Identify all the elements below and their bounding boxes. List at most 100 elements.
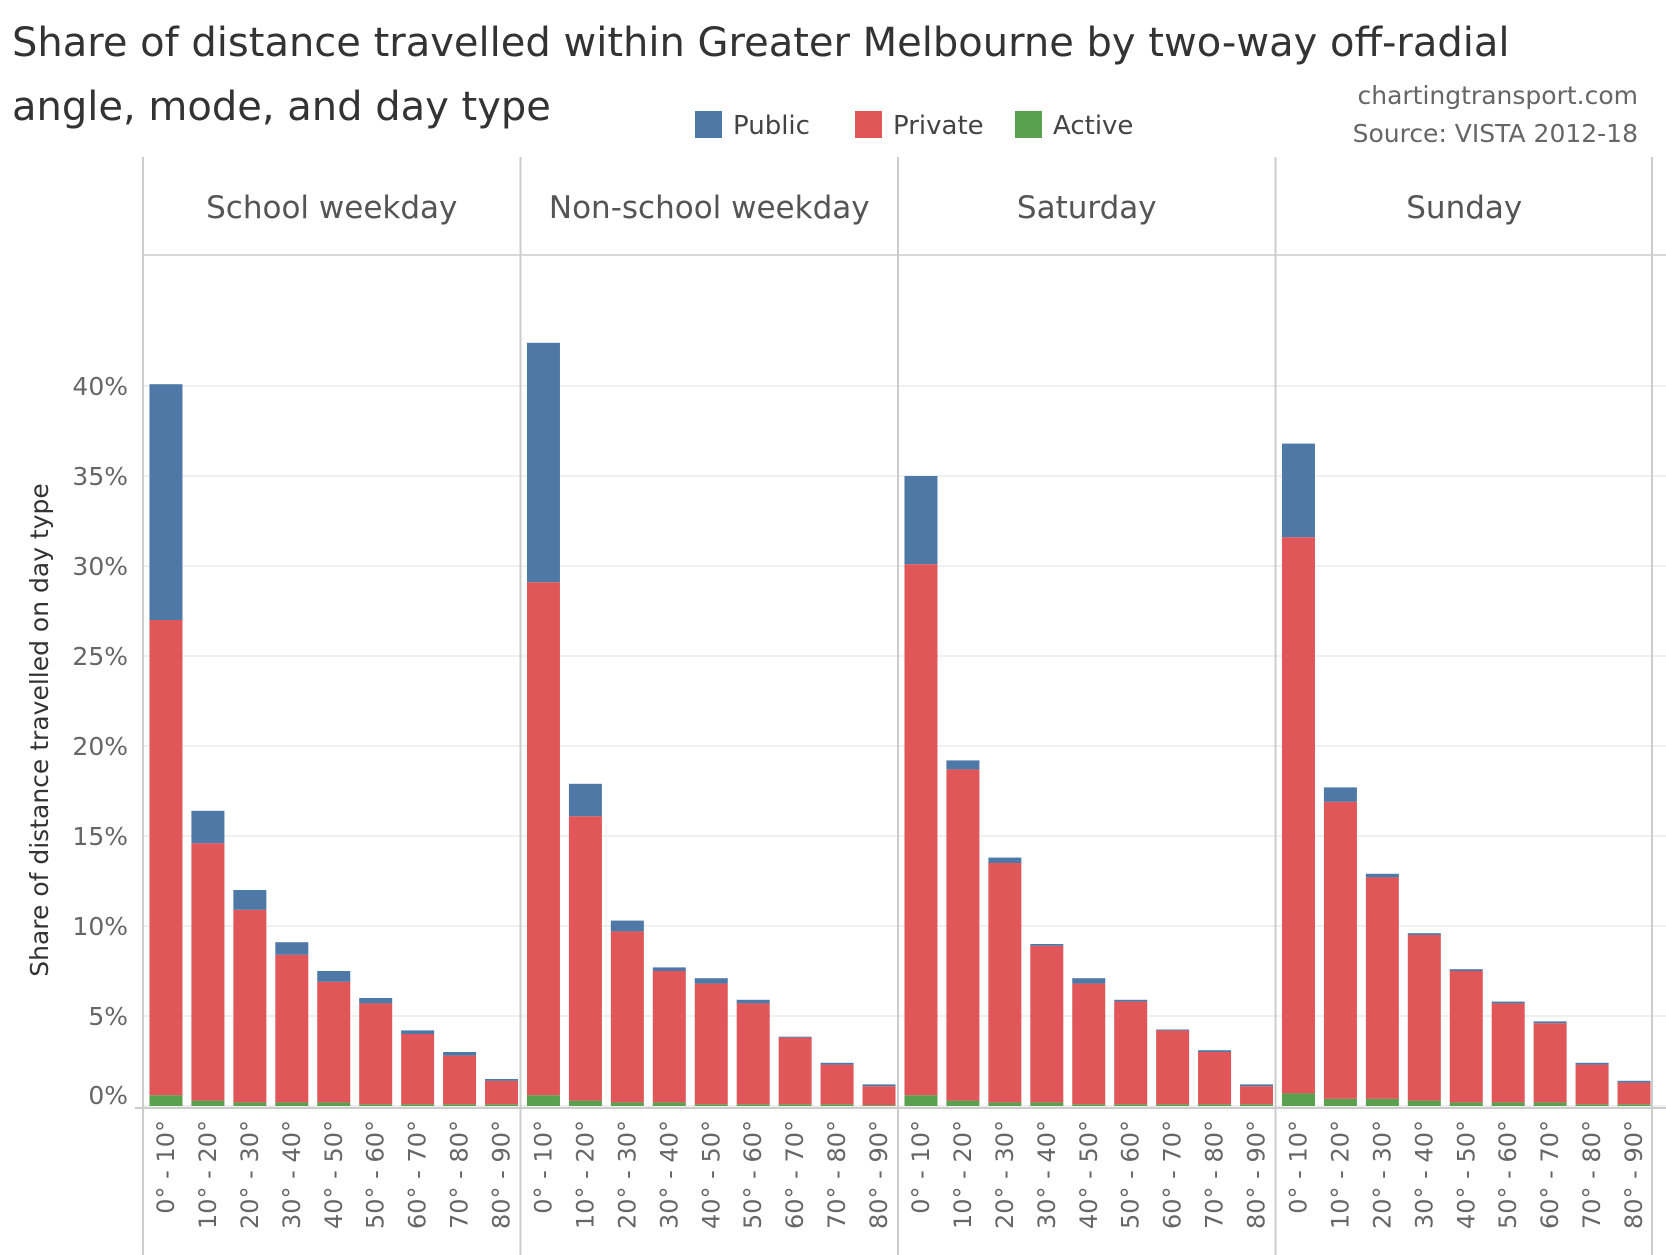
x-tick-label: 60° - 70° — [1159, 1120, 1187, 1229]
y-tick-label: 30% — [72, 552, 128, 581]
legend-swatch-active — [1015, 111, 1042, 138]
credit: chartingtransport.com — [1357, 81, 1638, 110]
bar-public — [1114, 999, 1148, 1002]
legend: Public Private Active — [695, 111, 1133, 141]
bar-private — [1575, 1064, 1609, 1105]
bar-private — [1240, 1086, 1274, 1105]
bar-active — [359, 1104, 393, 1106]
bar-public — [149, 384, 183, 620]
bar-public — [694, 978, 728, 984]
bar-private — [1449, 971, 1483, 1103]
x-tick-label: 80° - 90° — [1620, 1120, 1648, 1229]
bar-public — [862, 1084, 896, 1087]
bar-public — [1240, 1084, 1274, 1087]
bar-active — [1323, 1098, 1357, 1106]
bar-public — [1072, 978, 1106, 984]
bar-active — [149, 1095, 183, 1106]
bar-public — [820, 1062, 854, 1065]
bar-public — [485, 1079, 519, 1081]
source: Source: VISTA 2012-18 — [1353, 119, 1638, 148]
bar-private — [149, 620, 183, 1096]
bar-private — [1030, 945, 1064, 1103]
y-tick-label: 0% — [88, 1081, 128, 1110]
bar-active — [1533, 1102, 1567, 1106]
bar-active — [443, 1104, 477, 1106]
x-tick-label: 60° - 70° — [1536, 1120, 1564, 1229]
bar-private — [1198, 1052, 1232, 1105]
bar-private — [233, 909, 267, 1103]
bar-private — [862, 1086, 896, 1106]
x-tick-label: 80° - 90° — [1243, 1120, 1271, 1229]
bar-private — [736, 1003, 770, 1105]
bar-public — [526, 342, 560, 583]
x-tick-label: 0° - 10° — [529, 1120, 557, 1214]
bar-public — [568, 783, 602, 817]
bar-private — [1323, 801, 1357, 1099]
bar-private — [778, 1037, 812, 1105]
bar-public — [610, 920, 644, 932]
x-tick-label: 0° - 10° — [907, 1120, 935, 1214]
y-axis-title: Share of distance travelled on day type — [25, 483, 54, 977]
bar-private — [1114, 1001, 1148, 1105]
x-tick-label: 10° - 20° — [571, 1120, 599, 1229]
x-tick-label: 30° - 40° — [1410, 1120, 1438, 1229]
bar-public — [1533, 1021, 1567, 1024]
bar-public — [1198, 1050, 1232, 1052]
bar-active — [778, 1104, 812, 1106]
legend-label-active: Active — [1053, 111, 1133, 141]
bar-private — [652, 971, 686, 1103]
bar-private — [191, 843, 225, 1101]
chart-title-line1: Share of distance travelled within Great… — [12, 20, 1510, 66]
bar-public — [1407, 933, 1441, 935]
bar-active — [1365, 1098, 1399, 1106]
bar-private — [568, 816, 602, 1101]
x-tick-label: 50° - 60° — [362, 1120, 390, 1229]
bar-public — [652, 967, 686, 971]
bar-active — [1072, 1104, 1106, 1106]
bar-active — [275, 1102, 309, 1106]
bar-active — [1156, 1104, 1190, 1106]
bar-private — [443, 1055, 477, 1105]
panel-header: Non-school weekday — [549, 190, 870, 226]
bar-public — [1449, 969, 1483, 971]
bar-private — [820, 1064, 854, 1105]
bar-active — [1617, 1104, 1651, 1106]
bar-public — [443, 1052, 477, 1056]
bar-public — [1617, 1080, 1651, 1083]
bar-public — [401, 1030, 435, 1034]
bar-private — [1365, 877, 1399, 1099]
bar-public — [191, 810, 225, 844]
bar-private — [275, 954, 309, 1103]
bar-private — [694, 983, 728, 1105]
bar-active — [820, 1104, 854, 1106]
bar-active — [401, 1104, 435, 1106]
bar-active — [317, 1102, 351, 1106]
panel-header: Sunday — [1406, 190, 1522, 226]
y-tick-label: 25% — [72, 642, 128, 671]
x-tick-label: 10° - 20° — [1326, 1120, 1354, 1229]
x-tick-label: 20° - 30° — [991, 1120, 1019, 1229]
x-tick-label: 50° - 60° — [739, 1120, 767, 1229]
bar-active — [233, 1102, 267, 1106]
x-tick-label: 70° - 80° — [1201, 1120, 1229, 1229]
x-tick-label: 10° - 20° — [194, 1120, 222, 1229]
x-tick-label: 70° - 80° — [823, 1120, 851, 1229]
y-tick-label: 10% — [72, 912, 128, 941]
bar-active — [191, 1100, 225, 1106]
bar-private — [1617, 1082, 1651, 1105]
x-tick-label: 80° - 90° — [488, 1120, 516, 1229]
bar-active — [1198, 1104, 1232, 1106]
bar-active — [610, 1102, 644, 1106]
bar-active — [652, 1102, 686, 1106]
bar-public — [233, 890, 267, 910]
bar-public — [904, 476, 938, 565]
y-tick-label: 40% — [72, 372, 128, 401]
bar-active — [526, 1095, 560, 1106]
panel-header: School weekday — [206, 190, 457, 226]
bar-private — [988, 863, 1022, 1103]
x-tick-label: 60° - 70° — [781, 1120, 809, 1229]
x-tick-label: 60° - 70° — [404, 1120, 432, 1229]
x-tick-label: 70° - 80° — [446, 1120, 474, 1229]
legend-swatch-private — [855, 111, 882, 138]
